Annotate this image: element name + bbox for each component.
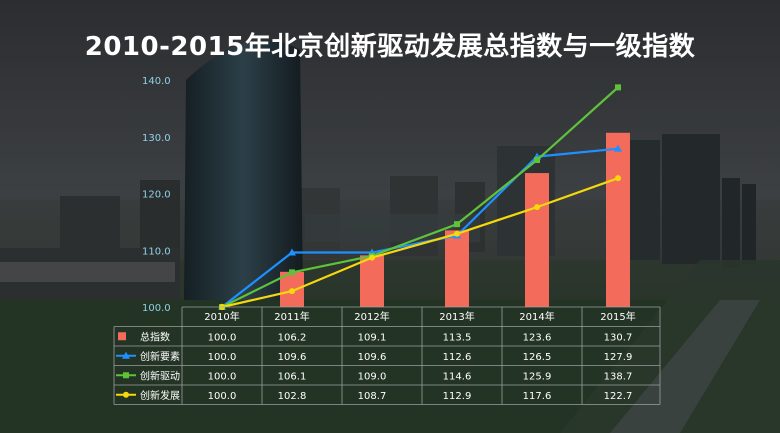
bar-2014年 — [525, 173, 549, 307]
series-line-1 — [221, 86, 619, 308]
x-tick-label: 2012年 — [354, 310, 389, 323]
point-marker — [615, 175, 621, 182]
data-label: 100.0 — [208, 371, 237, 382]
data-label: 117.6 — [523, 391, 552, 402]
chart-title: 2010-2015年北京创新驱动发展总指数与一级指数 — [84, 32, 696, 62]
data-label: 106.1 — [278, 371, 307, 382]
data-label: 130.7 — [604, 332, 633, 343]
point-marker — [454, 230, 460, 237]
data-label: 112.9 — [443, 391, 472, 402]
data-label: 125.9 — [523, 371, 552, 382]
data-label: 102.8 — [278, 391, 307, 402]
legend-label: 创新驱动 — [140, 369, 180, 382]
legend-label: 总指数 — [140, 330, 170, 343]
data-label: 114.6 — [443, 371, 472, 382]
y-tick-label: 130.0 — [142, 133, 171, 144]
legend-swatch — [118, 332, 126, 341]
data-label: 109.0 — [358, 371, 387, 382]
x-tick-label: 2013年 — [439, 310, 474, 323]
data-label: 109.6 — [358, 352, 387, 363]
data-label: 106.2 — [278, 332, 307, 343]
data-label: 122.7 — [604, 391, 633, 402]
point-marker — [614, 144, 622, 152]
point-marker — [534, 157, 540, 164]
data-label: 113.5 — [443, 332, 472, 343]
data-label: 100.0 — [208, 332, 237, 343]
point-marker — [288, 248, 296, 256]
point-marker — [454, 221, 460, 228]
data-label: 126.5 — [523, 352, 552, 363]
data-label: 100.0 — [208, 352, 237, 363]
data-label: 138.7 — [604, 371, 633, 382]
y-tick-label: 140.0 — [142, 76, 171, 87]
bar-2012年 — [360, 255, 384, 307]
point-marker — [289, 269, 295, 276]
series-line-2 — [221, 177, 619, 309]
legend-marker — [122, 351, 130, 359]
y-tick-label: 110.0 — [142, 246, 171, 257]
legend-label: 创新发展 — [140, 389, 180, 402]
data-label: 109.6 — [278, 352, 307, 363]
data-label: 127.9 — [604, 352, 633, 363]
legend-label: 创新要素 — [140, 350, 180, 363]
bar-2013年 — [445, 230, 469, 307]
data-label: 123.6 — [523, 332, 552, 343]
y-tick-label: 120.0 — [142, 190, 171, 201]
series-line-0 — [221, 147, 619, 308]
x-tick-label: 2015年 — [600, 310, 635, 323]
data-label: 109.1 — [358, 332, 387, 343]
x-tick-label: 2014年 — [519, 310, 554, 323]
data-label: 100.0 — [208, 391, 237, 402]
point-marker — [534, 204, 540, 211]
data-label: 108.7 — [358, 391, 387, 402]
point-marker — [615, 84, 621, 91]
x-tick-label: 2011年 — [274, 310, 309, 323]
legend-marker — [123, 372, 129, 379]
data-label: 112.6 — [443, 352, 472, 363]
x-tick-label: 2010年 — [204, 310, 239, 323]
legend-marker — [123, 391, 129, 398]
bar-2015年 — [606, 132, 630, 307]
point-marker — [289, 288, 295, 295]
point-marker — [369, 254, 375, 261]
y-tick-label: 100.0 — [142, 303, 171, 314]
